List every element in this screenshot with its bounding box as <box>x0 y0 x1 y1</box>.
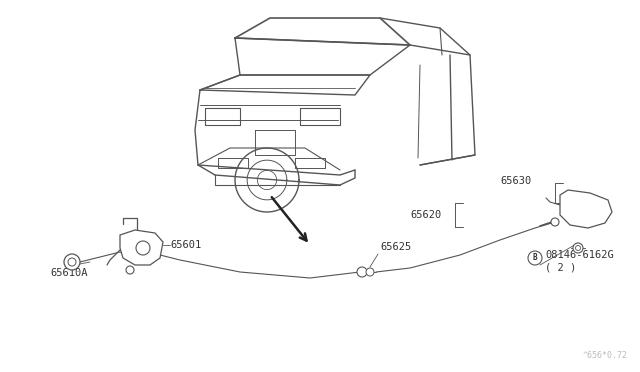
Text: 65630: 65630 <box>500 176 531 186</box>
Circle shape <box>64 254 80 270</box>
Text: B: B <box>532 253 538 263</box>
Circle shape <box>575 246 580 250</box>
Circle shape <box>573 243 583 253</box>
Circle shape <box>136 241 150 255</box>
Circle shape <box>528 251 542 265</box>
Text: 65610A: 65610A <box>50 268 88 278</box>
Polygon shape <box>120 230 163 265</box>
Circle shape <box>357 267 367 277</box>
Text: ^656*0.72: ^656*0.72 <box>583 351 628 360</box>
Text: 08146-6162G: 08146-6162G <box>545 250 614 260</box>
Polygon shape <box>560 190 612 228</box>
Text: 65620: 65620 <box>410 210 441 220</box>
Text: 65601: 65601 <box>170 240 201 250</box>
Circle shape <box>551 218 559 226</box>
Text: 65625: 65625 <box>380 242 412 252</box>
Circle shape <box>366 268 374 276</box>
Text: ( 2 ): ( 2 ) <box>545 263 576 273</box>
Circle shape <box>68 258 76 266</box>
Circle shape <box>126 266 134 274</box>
